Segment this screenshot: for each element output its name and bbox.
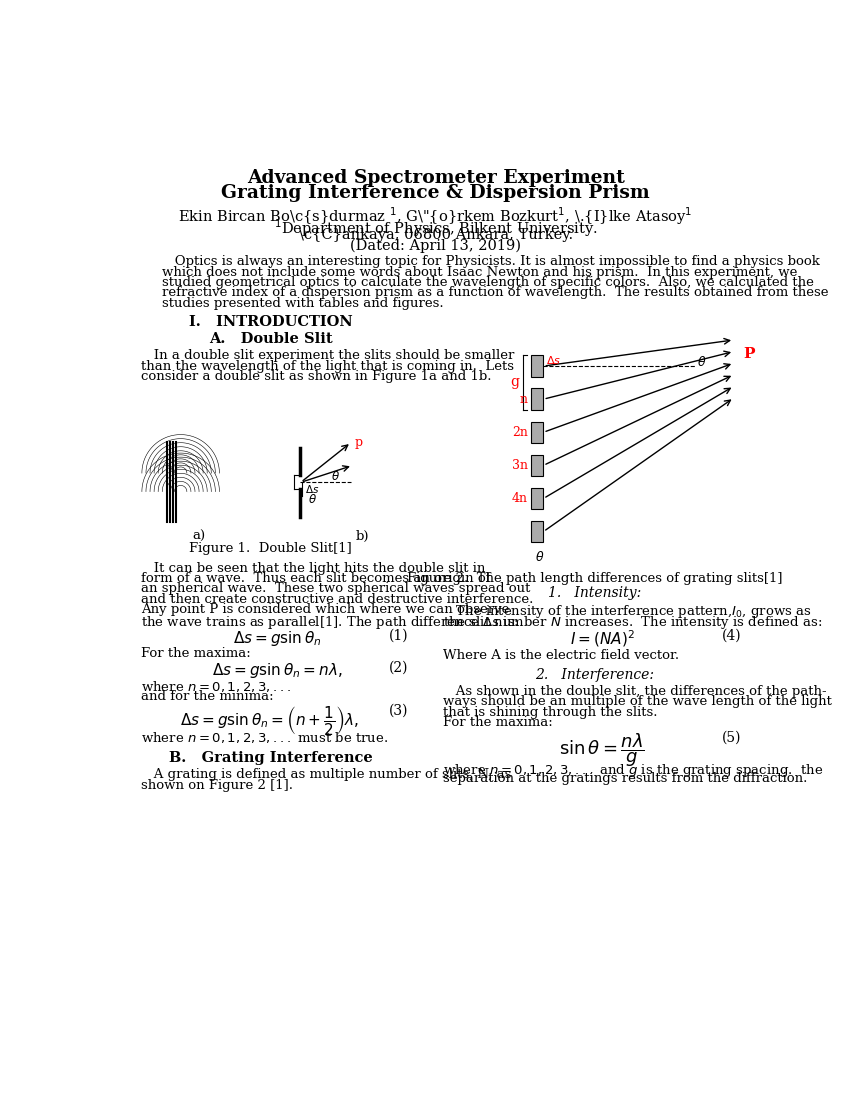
Text: Any point P is considered which where we can observe: Any point P is considered which where we… [141, 603, 509, 616]
Text: 3n: 3n [512, 459, 528, 472]
Text: the wave trains as parallel[1]. The path difference $\Delta s$ is:: the wave trains as parallel[1]. The path… [141, 614, 519, 630]
Text: $\sin\theta = \dfrac{n\lambda}{g}$: $\sin\theta = \dfrac{n\lambda}{g}$ [559, 732, 645, 769]
Text: (1): (1) [388, 628, 409, 642]
Text: the slit number $N$ increases.  The intensity is defined as:: the slit number $N$ increases. The inten… [444, 614, 823, 630]
Text: (5): (5) [722, 732, 742, 745]
Text: studied geometrical optics to calculate the wavelength of specific colors.  Also: studied geometrical optics to calculate … [162, 276, 814, 289]
Text: an spherical wave.  These two spherical waves spread out: an spherical wave. These two spherical w… [141, 583, 530, 595]
Text: (Dated: April 13, 2019): (Dated: April 13, 2019) [350, 239, 521, 253]
Text: (3): (3) [389, 704, 409, 717]
Text: where $n = 0, 1, 2, 3, ...$ and $g$ is the grating spacing.  the: where $n = 0, 1, 2, 3, ...$ and $g$ is t… [444, 762, 824, 779]
Text: $^1$Department of Physics, Bilkent University.: $^1$Department of Physics, Bilkent Unive… [274, 218, 598, 239]
Text: $\Delta s = g\sin\theta_n$: $\Delta s = g\sin\theta_n$ [233, 628, 321, 648]
Text: $\theta$: $\theta$ [308, 493, 317, 506]
Text: I.   INTRODUCTION: I. INTRODUCTION [189, 316, 353, 329]
Bar [531, 355, 543, 377]
Text: For the maxima:: For the maxima: [444, 716, 553, 729]
Text: Ekin Bircan Bo\c{s}durmaz $^1$, G\"{o}rkem Bozkurt$^1$, \.{I}lke Atasoy$^1$: Ekin Bircan Bo\c{s}durmaz $^1$, G\"{o}rk… [178, 205, 693, 227]
Bar [531, 520, 543, 542]
Text: \c{C}ankaya, 06800 Ankara, Turkey.: \c{C}ankaya, 06800 Ankara, Turkey. [298, 229, 573, 242]
Text: separation at the gratings results from the diffraction.: separation at the gratings results from … [444, 772, 808, 785]
Text: that is shining through the slits.: that is shining through the slits. [444, 706, 658, 718]
Bar [531, 421, 543, 443]
Text: B.   Grating Interference: B. Grating Interference [168, 751, 372, 766]
Text: and for the minima:: and for the minima: [141, 690, 274, 703]
Text: A grating is defined as multiple number of slits, N, as: A grating is defined as multiple number … [141, 769, 512, 781]
Bar [531, 388, 543, 410]
Text: consider a double slit as shown in Figure 1a and 1b.: consider a double slit as shown in Figur… [141, 370, 491, 383]
Text: a): a) [193, 530, 206, 543]
Text: 2n: 2n [512, 426, 528, 439]
Text: Where A is the electric field vector.: Where A is the electric field vector. [444, 649, 679, 662]
Text: 1.   Intensity:: 1. Intensity: [548, 586, 641, 601]
Text: A.   Double Slit: A. Double Slit [209, 332, 332, 346]
Text: form of a wave.  Thus each slit becomes an origin of: form of a wave. Thus each slit becomes a… [141, 572, 490, 585]
Text: $\Delta s$: $\Delta s$ [304, 483, 319, 495]
Text: which does not include some words about Isaac Newton and his prism.  In this exp: which does not include some words about … [162, 265, 797, 278]
Text: $\theta$: $\theta$ [697, 355, 706, 370]
Text: (4): (4) [722, 628, 742, 642]
Text: n: n [520, 393, 528, 406]
Text: As shown in the double slit, the differences of the path-: As shown in the double slit, the differe… [444, 685, 827, 697]
Text: In a double slit experiment the slits should be smaller: In a double slit experiment the slits sh… [141, 349, 514, 362]
Text: Optics is always an interesting topic for Physicists. It is almost impossible to: Optics is always an interesting topic fo… [162, 255, 820, 268]
Text: $\Delta s = g\sin\theta_n = \left(n+\dfrac{1}{2}\right)\lambda,$: $\Delta s = g\sin\theta_n = \left(n+\dfr… [179, 704, 359, 737]
Text: It can be seen that the light hits the double slit in: It can be seen that the light hits the d… [141, 562, 485, 574]
Text: studies presented with tables and figures.: studies presented with tables and figure… [162, 297, 444, 310]
Text: $\theta$: $\theta$ [535, 550, 544, 564]
Text: 4n: 4n [512, 492, 528, 505]
Text: g: g [510, 375, 519, 389]
Text: and then create constructive and destructive interference.: and then create constructive and destruc… [141, 593, 534, 606]
Text: $I = (NA)^2$: $I = (NA)^2$ [570, 628, 635, 649]
Text: P: P [743, 346, 755, 361]
Text: refractive index of a dispersion prism as a function of wavelength.  The results: refractive index of a dispersion prism a… [162, 286, 829, 299]
Text: $\theta$: $\theta$ [331, 470, 340, 483]
Text: For the maxima:: For the maxima: [141, 647, 251, 660]
Text: than the wavelength of the light that is coming in.  Lets: than the wavelength of the light that is… [141, 360, 514, 373]
Text: The intensity of the interference pattern,$I_0$, grows as: The intensity of the interference patter… [444, 603, 812, 620]
Text: $\Delta s = g\sin\theta_n = n\lambda,$: $\Delta s = g\sin\theta_n = n\lambda,$ [212, 661, 342, 680]
Text: 2.   Interference:: 2. Interference: [535, 668, 654, 682]
Text: ways should be an multiple of the wave length of the light: ways should be an multiple of the wave l… [444, 695, 832, 708]
Text: shown on Figure 2 [1].: shown on Figure 2 [1]. [141, 779, 293, 792]
Text: $\Delta s$: $\Delta s$ [547, 354, 562, 366]
Text: where $n = 0, 1, 2, 3, ...$ must be true.: where $n = 0, 1, 2, 3, ...$ must be true… [141, 730, 388, 745]
Text: Figure 1.  Double Slit[1]: Figure 1. Double Slit[1] [190, 542, 352, 556]
Text: Advanced Spectrometer Experiment: Advanced Spectrometer Experiment [246, 169, 625, 187]
Text: Figure 2.  The path length differences of grating slits[1]: Figure 2. The path length differences of… [407, 572, 782, 585]
Text: p: p [354, 436, 362, 449]
Bar [531, 487, 543, 509]
Bar [531, 454, 543, 476]
Text: (2): (2) [389, 661, 409, 675]
Text: where $n = 0, 1, 2, 3, ...$: where $n = 0, 1, 2, 3, ...$ [141, 680, 291, 694]
Text: b): b) [355, 530, 369, 543]
Text: Grating Interference & Dispersion Prism: Grating Interference & Dispersion Prism [221, 184, 650, 201]
